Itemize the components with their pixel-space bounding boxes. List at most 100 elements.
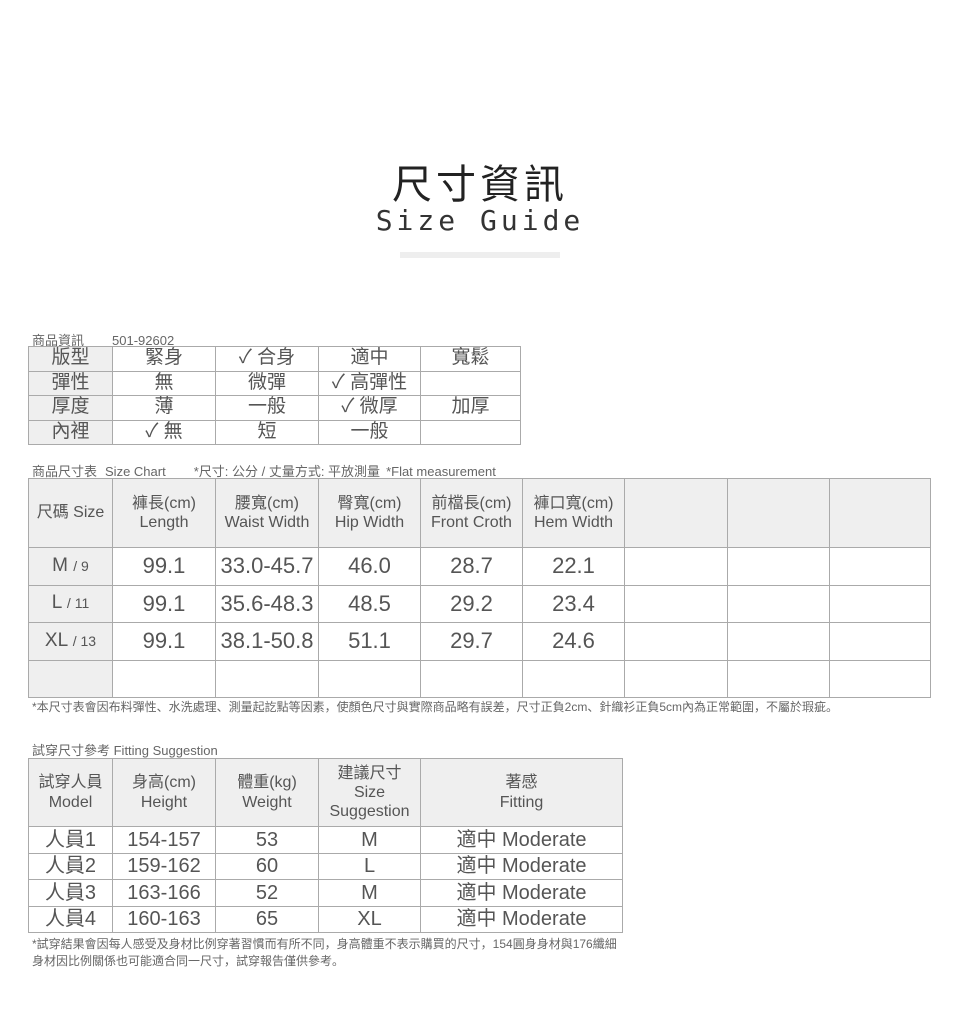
header-line: Model <box>48 793 93 811</box>
table-row: 人員4 160-163 65 XL 適中 Moderate <box>28 905 623 933</box>
header-zh: 尺碼 Size <box>36 504 105 522</box>
fitting-cell: 適中 Moderate <box>420 852 623 880</box>
fitting-cell: 適中 Moderate <box>420 826 623 854</box>
label-text: 商品資訊 <box>32 333 85 348</box>
empty-cell <box>624 622 728 661</box>
product-info-label: 商品資訊 501-92602 <box>32 330 174 349</box>
column-header: 建議尺寸 Size Suggestion <box>318 758 421 827</box>
measurement-cell: 22.1 <box>522 547 625 586</box>
attribute-name: 彈性 <box>28 370 113 396</box>
header-line: 身高(cm) <box>132 774 196 792</box>
attribute-option: 一般 <box>318 419 421 445</box>
size-disclaimer: *本尺寸表會因布料彈性、水洗處理、測量起訖點等因素，使顏色尺寸與實際商品略有誤差… <box>32 700 839 714</box>
attribute-option: ✓ 高彈性 <box>318 370 421 396</box>
size-chart-label: 商品尺寸表 Size Chart *尺寸: 公分 / 丈量方式: 平放測量 *Flat… <box>32 461 496 480</box>
measurement-cell: 51.1 <box>318 622 421 661</box>
measurement-cell: 48.5 <box>318 584 421 623</box>
empty-header <box>829 478 931 548</box>
attribute-option: 短 <box>215 419 319 445</box>
header-line: 體重(kg) <box>237 774 297 792</box>
fitting-cell: 52 <box>215 879 319 907</box>
measurement-cell: 24.6 <box>522 622 625 661</box>
table-row: 人員1 154-157 53 M 適中 Moderate <box>28 826 623 854</box>
header-line: Suggestion <box>329 803 410 821</box>
header-en: Hem Width <box>533 514 614 531</box>
table-row: 試穿人員 Model 身高(cm) Height 體重(kg) Weight 建議尺寸 Siz… <box>28 758 623 827</box>
fitting-cell: 人員3 <box>28 879 113 907</box>
table-row: 版型 緊身 ✓ 合身 適中 寬鬆 <box>28 346 521 372</box>
attribute-option: 一般 <box>215 395 319 421</box>
attribute-option <box>420 419 521 445</box>
attribute-option: 薄 <box>112 395 216 421</box>
label-zh: 商品尺寸表 <box>32 464 98 479</box>
column-header: 試穿人員 Model <box>28 758 113 827</box>
empty-cell <box>318 659 421 698</box>
column-header: 褲長(cm) Length <box>112 478 216 548</box>
attribute-option: 加厚 <box>420 395 521 421</box>
size-number: / 9 <box>73 557 89 574</box>
header-zh: 褲口寬(cm) <box>533 494 614 512</box>
table-row: 尺碼 Size 褲長(cm) Length 腰寬(cm) Waist Width 臀寬(c… <box>28 478 931 548</box>
fitting-cell: 154-157 <box>112 826 216 854</box>
attribute-option: ✓ 無 <box>112 419 216 445</box>
table-row: 厚度薄一般 ✓ 微厚 加厚 <box>28 395 521 421</box>
empty-cell <box>829 659 931 698</box>
header-en: Front Croth <box>431 514 512 531</box>
measurement-cell: 99.1 <box>112 622 216 661</box>
empty-cell <box>829 622 931 661</box>
header-line: Weight <box>242 793 292 811</box>
size-label: XL <box>44 629 68 651</box>
measurement-cell: 99.1 <box>112 547 216 586</box>
header-line: 建議尺寸 <box>337 764 402 782</box>
label-en: Size Chart <box>105 464 166 479</box>
empty-cell <box>624 659 728 698</box>
product-code: 501-92602 <box>112 333 175 348</box>
measurement-cell: 99.1 <box>112 584 216 623</box>
header-line: Height <box>140 793 188 811</box>
attribute-option: 適中 <box>318 346 421 372</box>
header-line: Fitting <box>499 793 544 811</box>
product-attributes-table: 版型 緊身 ✓ 合身 適中 寬鬆 彈性無微彈 ✓ 高彈性 厚度薄一般 ✓ 微厚 加厚 內裡 ✓ 無短一… <box>28 346 521 445</box>
empty-cell <box>420 659 523 698</box>
empty-cell <box>624 584 728 623</box>
size-cell: M / 9 <box>28 547 113 586</box>
attribute-option: ✓ 合身 <box>215 346 319 372</box>
column-header: 前檔長(cm) Front Croth <box>420 478 523 548</box>
measurement-cell: 35.6-48.3 <box>215 584 319 623</box>
column-header: 褲口寬(cm) Hem Width <box>522 478 625 548</box>
measurement-cell: 28.7 <box>420 547 523 586</box>
fitting-table: 試穿人員 Model 身高(cm) Height 體重(kg) Weight 建議尺寸 Siz… <box>28 758 623 933</box>
header-zh: 腰寬(cm) <box>235 494 299 512</box>
empty-cell <box>112 659 216 698</box>
table-row: 人員3 163-166 52 M 適中 Moderate <box>28 879 623 907</box>
table-row: 內裡 ✓ 無短一般 <box>28 419 521 445</box>
size-cell: L / 11 <box>28 584 113 623</box>
fitting-cell: M <box>318 826 421 854</box>
header-zh: 臀寬(cm) <box>337 494 402 512</box>
attribute-option: ✓ 微厚 <box>318 395 421 421</box>
fitting-cell: 53 <box>215 826 319 854</box>
fitting-cell: 人員1 <box>28 826 113 854</box>
column-header: 臀寬(cm) Hip Width <box>318 478 421 548</box>
measurement-cell: 23.4 <box>522 584 625 623</box>
attribute-option <box>420 370 521 396</box>
fitting-cell: 人員4 <box>28 905 113 933</box>
header-en: Waist Width <box>224 514 310 531</box>
fitting-cell: XL <box>318 905 421 933</box>
empty-cell <box>727 584 830 623</box>
empty-cell <box>727 547 830 586</box>
empty-cell <box>215 659 319 698</box>
page-title: 尺寸資訊 <box>392 162 568 208</box>
header-line: Size <box>353 783 386 801</box>
size-label: L <box>51 592 62 614</box>
table-row: M / 9 99.1 33.0-45.7 46.0 28.7 22.1 <box>28 547 931 586</box>
size-label: M <box>52 554 68 576</box>
table-row: L / 11 99.1 35.6-48.3 48.5 29.2 23.4 <box>28 584 931 623</box>
measurement-cell: 29.2 <box>420 584 523 623</box>
header-en: Hip Width <box>334 514 405 531</box>
header-zh: 前檔長(cm) <box>431 494 512 512</box>
fitting-cell: L <box>318 852 421 880</box>
attribute-name: 版型 <box>28 346 113 372</box>
page-subtitle: Size Guide <box>375 204 585 237</box>
attribute-option: 寬鬆 <box>420 346 521 372</box>
